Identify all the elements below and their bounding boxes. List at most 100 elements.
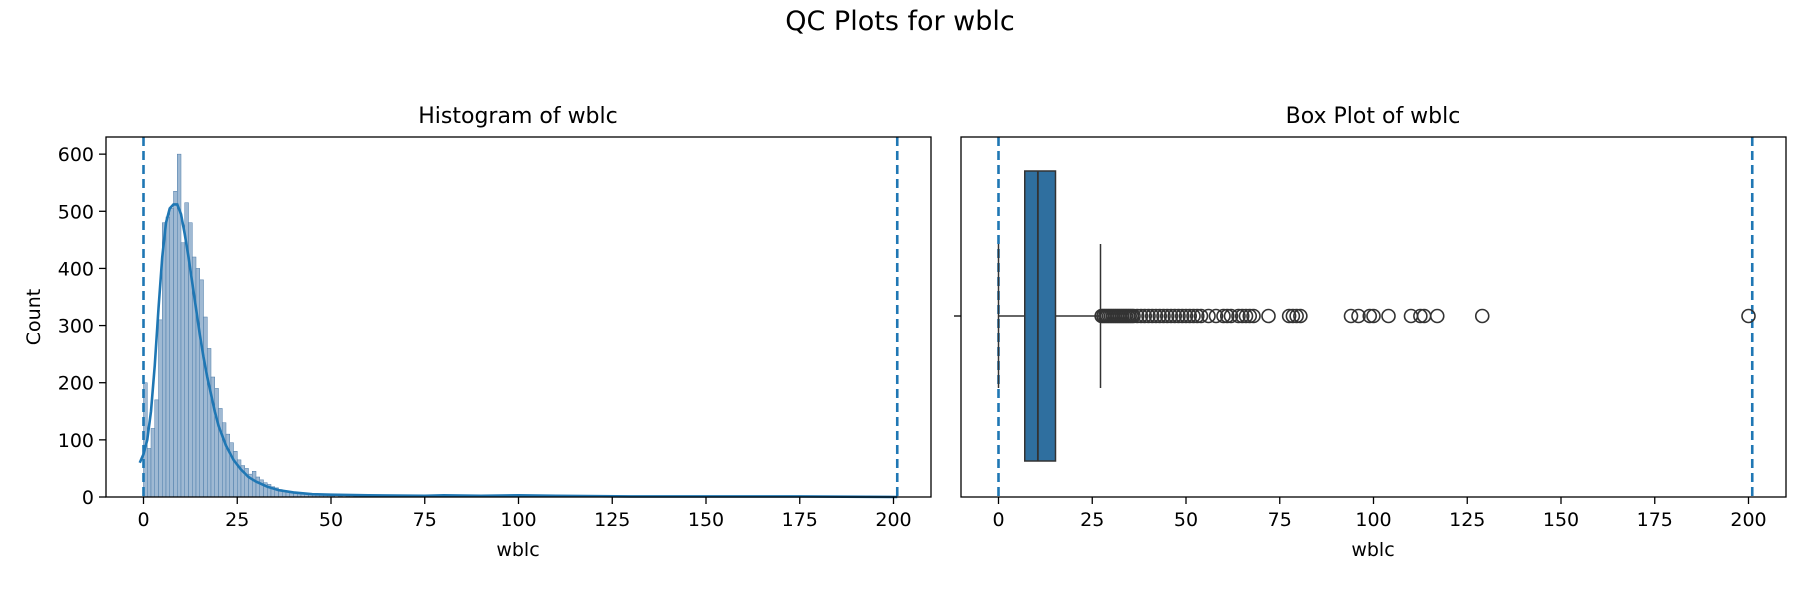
box-outlier [1129, 308, 1145, 324]
hist-bar [255, 476, 260, 498]
hist-x-tick-label: 0 [137, 509, 149, 531]
box-outlier [1171, 308, 1186, 324]
box-outlier [1223, 308, 1239, 324]
box-outlier [1216, 308, 1231, 324]
box-outlier [1238, 308, 1254, 324]
box-x-tick-label: 150 [1543, 509, 1579, 531]
hist-x-label: wblc [496, 539, 539, 561]
box-threshold-lines [997, 137, 1754, 497]
box-outlier [1343, 308, 1359, 324]
hist-y-tick-label: 500 [58, 201, 94, 223]
hist-x-ticks: 0 25 50 75 100 125 150 175 200 [137, 497, 912, 531]
box-outlier [1366, 308, 1381, 324]
box-x-tick-label: 125 [1449, 509, 1485, 531]
box-outlier [1178, 308, 1194, 324]
box-outlier [1381, 308, 1396, 324]
box-outlier [1246, 308, 1261, 324]
box-x-tick-label: 200 [1730, 509, 1766, 531]
box-x-tick-label: 50 [1174, 509, 1198, 531]
hist-title: Histogram of wblc [418, 104, 617, 129]
hist-y-label: Count [23, 289, 45, 345]
box-outlier [1281, 308, 1297, 324]
box-outlier [1413, 308, 1428, 324]
box-x-tick-label: 25 [1080, 509, 1104, 531]
box-outlier [1137, 308, 1153, 324]
hist-bar [169, 208, 174, 498]
box-x-tick-label: 75 [1268, 509, 1292, 531]
hist-x-tick-label: 75 [413, 509, 437, 531]
hist-bar [203, 316, 208, 498]
box-outlier [1144, 308, 1160, 324]
hist-x-tick-label: 50 [319, 509, 343, 531]
box-outlier [1156, 308, 1171, 324]
hist-bar [218, 408, 223, 498]
box-outlier [1133, 308, 1149, 324]
box-outlier [1362, 308, 1378, 324]
box-title: Box Plot of wblc [1286, 104, 1461, 129]
box-outliers [1094, 308, 1756, 324]
hist-bar [199, 279, 204, 498]
hist-y-tick-label: 100 [58, 430, 94, 452]
box-outlier [1186, 308, 1201, 324]
hist-y-tick-label: 300 [58, 316, 94, 338]
hist-bar [154, 399, 159, 498]
hist-y-tick-label: 600 [58, 144, 94, 166]
box-outlier [1208, 308, 1224, 324]
box-outlier [1189, 308, 1205, 324]
box-outlier [1285, 308, 1301, 324]
hist-x-tick-label: 200 [875, 509, 911, 531]
hist-y-tick-label: 0 [82, 487, 94, 509]
hist-bar [147, 448, 152, 498]
hist-x-tick-label: 125 [594, 509, 630, 531]
box-plot-body [997, 170, 1102, 462]
hist-bar [229, 442, 234, 498]
box-outlier [1141, 308, 1156, 324]
box-outlier [1289, 308, 1304, 324]
box-x-tick-label: 100 [1355, 509, 1391, 531]
figure-title: QC Plots for wblc [785, 6, 1015, 37]
box-outlier [1152, 308, 1168, 324]
hist-bars [143, 153, 898, 498]
hist-y-tick-label: 200 [58, 373, 94, 395]
box-x-ticks: 0 25 50 75 100 125 150 175 200 [992, 497, 1767, 531]
hist-x-tick-label: 25 [225, 509, 249, 531]
hist-bar [165, 216, 170, 498]
box-outlier [1182, 308, 1198, 324]
hist-bar [195, 268, 200, 498]
box-outlier [1167, 308, 1183, 324]
hist-y-tick-label: 400 [58, 258, 94, 280]
box-outlier [1234, 308, 1250, 324]
hist-bar [173, 191, 178, 498]
hist-bar [158, 319, 163, 498]
hist-bar [207, 348, 212, 498]
box-outlier [1126, 308, 1141, 324]
hist-bar [252, 471, 257, 498]
box-outlier [1174, 308, 1190, 324]
hist-threshold-lines [142, 137, 899, 497]
hist-bar [214, 388, 219, 498]
box-iqr [1024, 170, 1057, 462]
box-outlier [1474, 308, 1490, 324]
box-outlier [1201, 308, 1216, 324]
box-outlier [1219, 308, 1235, 324]
hist-bar [180, 242, 185, 498]
box-outlier [1429, 308, 1445, 324]
box-outlier [1242, 308, 1258, 324]
box-outlier [1231, 308, 1246, 324]
hist-x-tick-label: 175 [782, 509, 818, 531]
box-outlier [1741, 308, 1756, 324]
box-outlier [1193, 308, 1209, 324]
hist-bar [150, 428, 155, 498]
box-outlier [1163, 308, 1179, 324]
box-outlier [1159, 308, 1175, 324]
hist-x-tick-label: 100 [500, 509, 536, 531]
box-outlier [1261, 308, 1276, 324]
hist-kde-line [138, 203, 898, 499]
box-x-tick-label: 0 [992, 509, 1004, 531]
box-outlier [1351, 308, 1366, 324]
box-x-label: wblc [1351, 539, 1394, 561]
box-outlier [1293, 308, 1308, 324]
box-axes-frame [960, 136, 1787, 498]
